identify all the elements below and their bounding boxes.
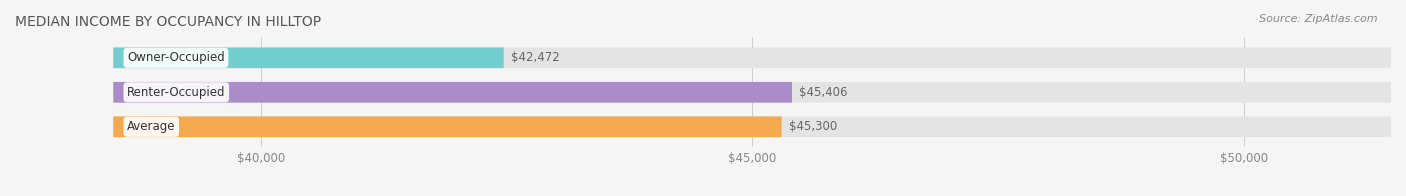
FancyBboxPatch shape [114,47,503,68]
Text: Owner-Occupied: Owner-Occupied [127,51,225,64]
FancyBboxPatch shape [114,82,792,103]
Text: Source: ZipAtlas.com: Source: ZipAtlas.com [1260,14,1378,24]
Text: $45,406: $45,406 [799,86,848,99]
Text: Renter-Occupied: Renter-Occupied [127,86,225,99]
FancyBboxPatch shape [114,116,1391,137]
Text: MEDIAN INCOME BY OCCUPANCY IN HILLTOP: MEDIAN INCOME BY OCCUPANCY IN HILLTOP [15,15,321,29]
FancyBboxPatch shape [114,116,782,137]
FancyBboxPatch shape [114,82,1391,103]
FancyBboxPatch shape [114,47,1391,68]
Text: $45,300: $45,300 [789,120,837,133]
Text: $42,472: $42,472 [510,51,560,64]
Text: Average: Average [127,120,176,133]
